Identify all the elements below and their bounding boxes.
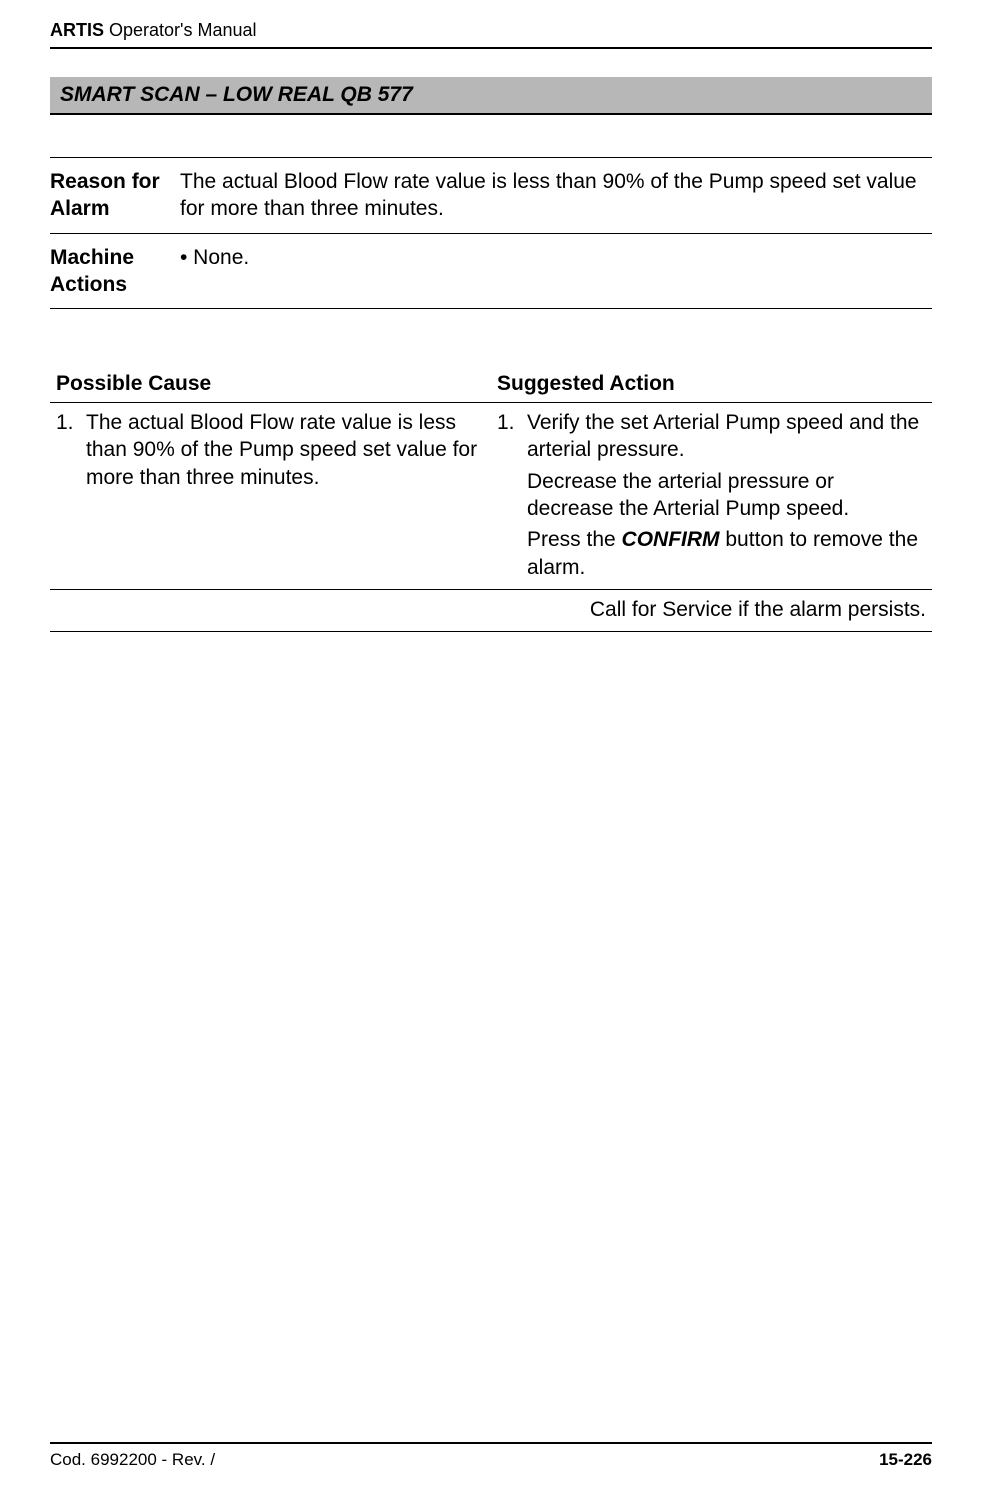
reason-label: Reason for Alarm: [50, 158, 180, 234]
action-line-1: Verify the set Arterial Pump speed and t…: [527, 409, 926, 464]
action-body: Verify the set Arterial Pump speed and t…: [527, 409, 926, 581]
cause-text: The actual Blood Flow rate value is less…: [86, 409, 485, 491]
table-row: 1. The actual Blood Flow rate value is l…: [50, 403, 932, 590]
footer-page-number: 15-226: [879, 1450, 932, 1470]
action-item: 1. Verify the set Arterial Pump speed an…: [497, 409, 926, 581]
action-line-2: Decrease the arterial pressure or decrea…: [527, 468, 926, 523]
possible-cause-header: Possible Cause: [50, 364, 491, 403]
action-line-3: Press the CONFIRM button to remove the a…: [527, 526, 926, 581]
footer-code: Cod. 6992200 - Rev. /: [50, 1450, 215, 1470]
cause-action-table: Possible Cause Suggested Action 1. The a…: [50, 364, 932, 632]
header-title: Operator's Manual: [109, 20, 257, 40]
confirm-button-label: CONFIRM: [622, 528, 720, 551]
suggested-action-header: Suggested Action: [491, 364, 932, 403]
suggested-action-cell: 1. Verify the set Arterial Pump speed an…: [491, 403, 932, 590]
page-footer: Cod. 6992200 - Rev. / 15-226: [50, 1442, 932, 1470]
reason-row: Reason for Alarm The actual Blood Flow r…: [50, 158, 932, 234]
machine-actions-text: • None.: [180, 233, 932, 309]
page-header: ARTIS Operator's Manual: [50, 20, 932, 49]
service-text: Call for Service if the alarm persists.: [50, 589, 932, 631]
cause-number: 1.: [56, 409, 86, 491]
alarm-info-table: Reason for Alarm The actual Blood Flow r…: [50, 157, 932, 309]
cause-item: 1. The actual Blood Flow rate value is l…: [56, 409, 485, 491]
page: ARTIS Operator's Manual SMART SCAN – LOW…: [0, 0, 982, 1500]
header-product: ARTIS: [50, 20, 109, 40]
machine-actions-label: Machine Actions: [50, 233, 180, 309]
reason-text: The actual Blood Flow rate value is less…: [180, 158, 932, 234]
table-header-row: Possible Cause Suggested Action: [50, 364, 932, 403]
action-line-3-pre: Press the: [527, 528, 622, 551]
possible-cause-cell: 1. The actual Blood Flow rate value is l…: [50, 403, 491, 590]
action-number: 1.: [497, 409, 527, 581]
machine-actions-row: Machine Actions • None.: [50, 233, 932, 309]
section-title-bar: SMART SCAN – LOW REAL QB 577: [50, 77, 932, 115]
service-row: Call for Service if the alarm persists.: [50, 589, 932, 631]
